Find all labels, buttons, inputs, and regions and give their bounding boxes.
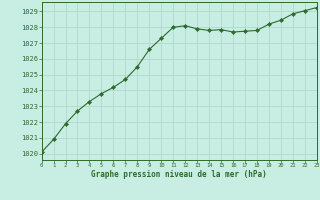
X-axis label: Graphe pression niveau de la mer (hPa): Graphe pression niveau de la mer (hPa) — [91, 170, 267, 179]
